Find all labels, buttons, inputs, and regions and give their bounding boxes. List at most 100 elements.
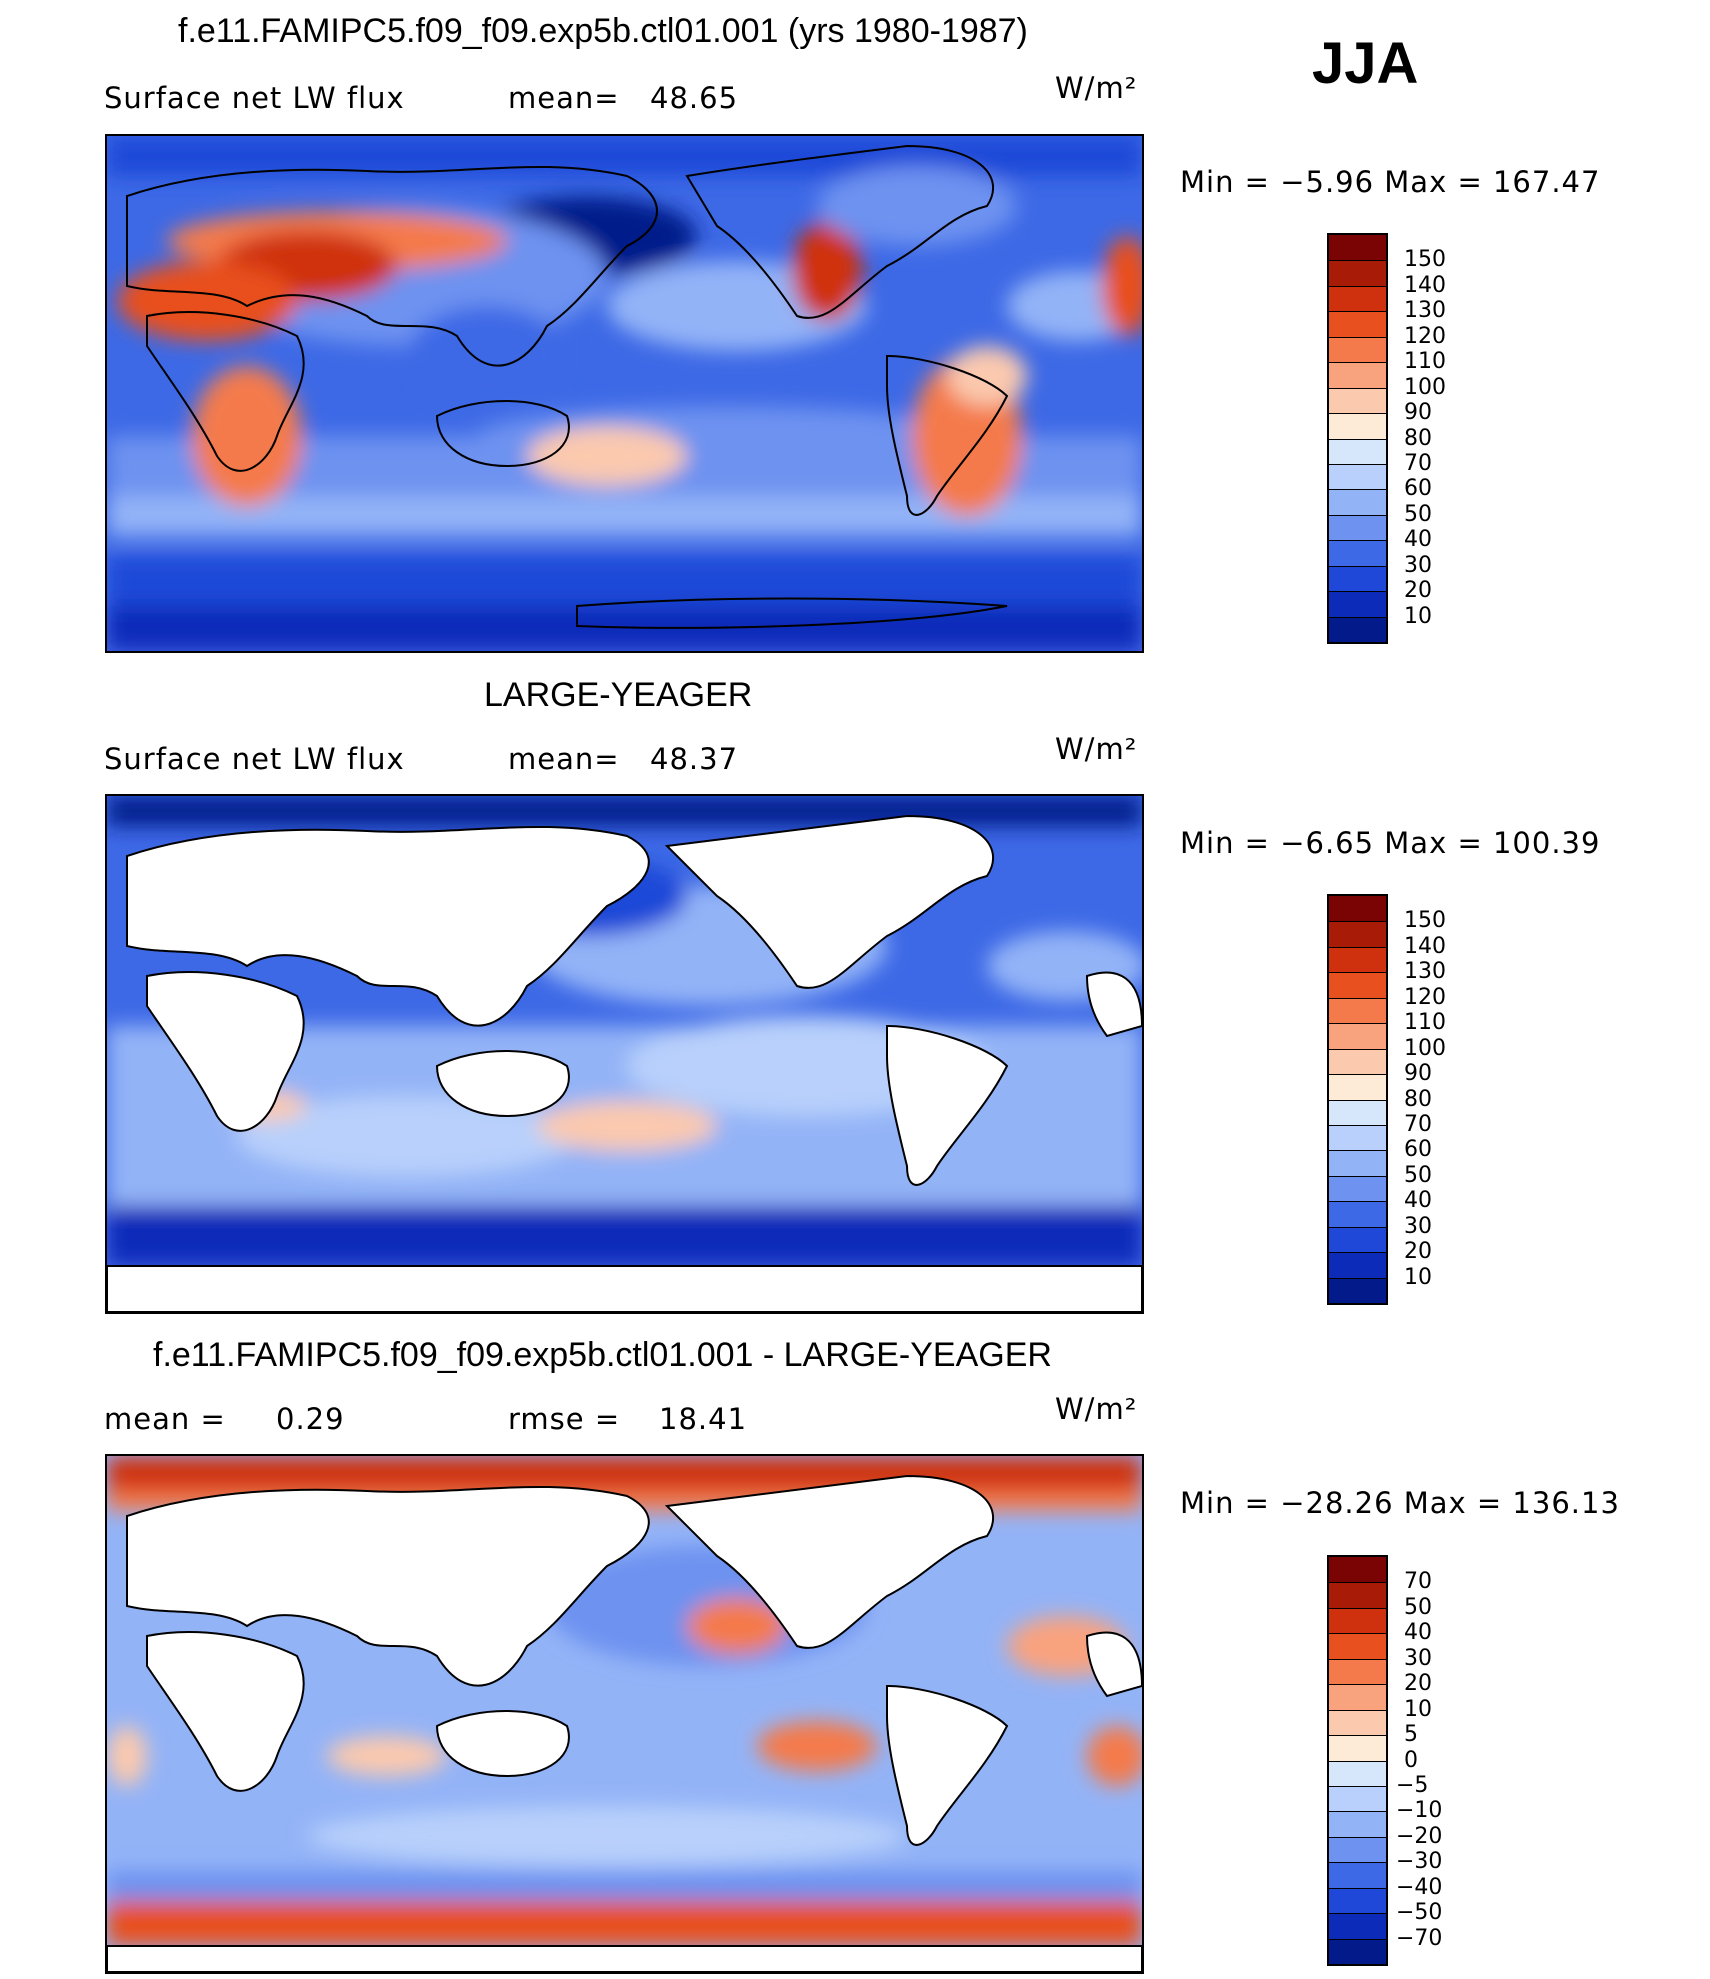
panel3-units: W/m² <box>1055 1392 1138 1426</box>
colorbar-tick-label: 10 <box>1404 603 1432 629</box>
colorbar-tick-label: −5 <box>1396 1772 1429 1798</box>
colorbar-tick-label: 80 <box>1404 425 1432 451</box>
colorbar-tick-label: 60 <box>1404 1137 1432 1163</box>
panel1-title: f.e11.FAMIPC5.f09_f09.exp5b.ctl01.001 (y… <box>178 12 1028 50</box>
colorbar-swatch <box>1329 1099 1386 1125</box>
panel3-colorbar <box>1327 1555 1388 1966</box>
panel1-minmax: Min = −5.96 Max = 167.47 <box>1180 165 1601 199</box>
season-label: JJA <box>1312 31 1419 96</box>
colorbar-swatch <box>1329 1811 1386 1837</box>
panel3-minmax: Min = −28.26 Max = 136.13 <box>1180 1486 1620 1520</box>
colorbar-swatch <box>1329 311 1386 337</box>
colorbar-swatch <box>1329 1226 1386 1253</box>
colorbar-tick-label: −50 <box>1396 1900 1443 1926</box>
panel1-colorbar <box>1327 233 1388 644</box>
colorbar-tick-label: 30 <box>1404 1213 1432 1239</box>
colorbar-tick-label: 70 <box>1404 1569 1432 1595</box>
panel3-title: f.e11.FAMIPC5.f09_f09.exp5b.ctl01.001 - … <box>153 1336 1052 1374</box>
colorbar-tick-label: 140 <box>1404 933 1446 959</box>
panel2-mean-value: 48.37 <box>650 742 739 776</box>
panel2-map <box>105 794 1144 1314</box>
panel2-variable-label: Surface net LW flux <box>104 742 405 776</box>
panel3-rmse-label: rmse = <box>508 1402 621 1436</box>
colorbar-swatch <box>1329 1252 1386 1278</box>
colorbar-swatch <box>1329 1735 1386 1761</box>
colorbar-tick-label: 70 <box>1404 1111 1432 1137</box>
panel1-map <box>105 134 1144 653</box>
colorbar-tick-label: 120 <box>1404 323 1446 349</box>
colorbar-tick-label: 140 <box>1404 272 1446 298</box>
colorbar-swatch <box>1329 489 1386 515</box>
colorbar-swatch <box>1329 260 1386 286</box>
colorbar-swatch <box>1329 921 1386 947</box>
colorbar-tick-label: 120 <box>1404 984 1446 1010</box>
colorbar-tick-label: −30 <box>1396 1849 1443 1875</box>
colorbar-swatch <box>1329 463 1386 490</box>
colorbar-swatch <box>1329 336 1386 363</box>
panel1-mean-value: 48.65 <box>650 81 739 115</box>
colorbar-tick-label: 5 <box>1404 1722 1418 1748</box>
colorbar-swatch <box>1329 1836 1386 1863</box>
panel1-units: W/m² <box>1055 71 1138 105</box>
colorbar-swatch <box>1329 540 1386 566</box>
panel2-mean-label: mean= <box>508 742 620 776</box>
colorbar-swatch <box>1329 1023 1386 1049</box>
colorbar-swatch <box>1329 896 1386 922</box>
panel3-mean-label: mean = <box>104 1402 226 1436</box>
colorbar-swatch <box>1329 1201 1386 1227</box>
colorbar-swatch <box>1329 285 1386 312</box>
colorbar-swatch <box>1329 1175 1386 1202</box>
colorbar-tick-label: 130 <box>1404 959 1446 985</box>
colorbar-swatch <box>1329 1277 1386 1303</box>
colorbar-tick-label: 30 <box>1404 1645 1432 1671</box>
colorbar-tick-label: 50 <box>1404 1162 1432 1188</box>
colorbar-tick-label: 80 <box>1404 1086 1432 1112</box>
colorbar-tick-label: 100 <box>1404 374 1446 400</box>
colorbar-swatch <box>1329 1709 1386 1736</box>
panel2-minmax: Min = −6.65 Max = 100.39 <box>1180 826 1601 860</box>
colorbar-tick-label: 10 <box>1404 1264 1432 1290</box>
colorbar-swatch <box>1329 1582 1386 1608</box>
colorbar-tick-label: 40 <box>1404 1620 1432 1646</box>
colorbar-tick-label: −10 <box>1396 1798 1443 1824</box>
colorbar-swatch <box>1329 438 1386 464</box>
colorbar-swatch <box>1329 362 1386 388</box>
colorbar-tick-label: 150 <box>1404 247 1446 273</box>
panel2-units: W/m² <box>1055 732 1138 766</box>
colorbar-tick-label: −20 <box>1396 1823 1443 1849</box>
panel2-colorbar <box>1327 894 1388 1305</box>
colorbar-swatch <box>1329 1557 1386 1583</box>
colorbar-swatch <box>1329 565 1386 592</box>
colorbar-tick-label: 20 <box>1404 578 1432 604</box>
panel1-variable-label: Surface net LW flux <box>104 81 405 115</box>
colorbar-swatch <box>1329 1913 1386 1939</box>
colorbar-tick-label: 50 <box>1404 1594 1432 1620</box>
colorbar-swatch <box>1329 946 1386 973</box>
colorbar-tick-label: 0 <box>1404 1747 1418 1773</box>
colorbar-swatch <box>1329 1684 1386 1710</box>
colorbar-swatch <box>1329 1658 1386 1685</box>
colorbar-tick-label: 10 <box>1404 1696 1432 1722</box>
colorbar-swatch <box>1329 1048 1386 1075</box>
colorbar-swatch <box>1329 616 1386 642</box>
colorbar-tick-label: −70 <box>1396 1925 1443 1951</box>
panel3-rmse-value: 18.41 <box>659 1402 748 1436</box>
colorbar-swatch <box>1329 972 1386 998</box>
colorbar-swatch <box>1329 387 1386 414</box>
colorbar-tick-label: 110 <box>1404 349 1446 375</box>
colorbar-swatch <box>1329 1633 1386 1659</box>
colorbar-tick-label: 20 <box>1404 1239 1432 1265</box>
colorbar-swatch <box>1329 413 1386 439</box>
colorbar-tick-label: 20 <box>1404 1671 1432 1697</box>
colorbar-tick-label: 40 <box>1404 1188 1432 1214</box>
colorbar-tick-label: 60 <box>1404 476 1432 502</box>
colorbar-swatch <box>1329 591 1386 617</box>
colorbar-swatch <box>1329 1862 1386 1888</box>
colorbar-tick-label: −40 <box>1396 1874 1443 1900</box>
colorbar-tick-label: 100 <box>1404 1035 1446 1061</box>
colorbar-swatch <box>1329 1887 1386 1914</box>
colorbar-tick-label: 30 <box>1404 552 1432 578</box>
colorbar-tick-label: 70 <box>1404 450 1432 476</box>
colorbar-swatch <box>1329 1938 1386 1964</box>
panel3-mean-value: 0.29 <box>276 1402 345 1436</box>
